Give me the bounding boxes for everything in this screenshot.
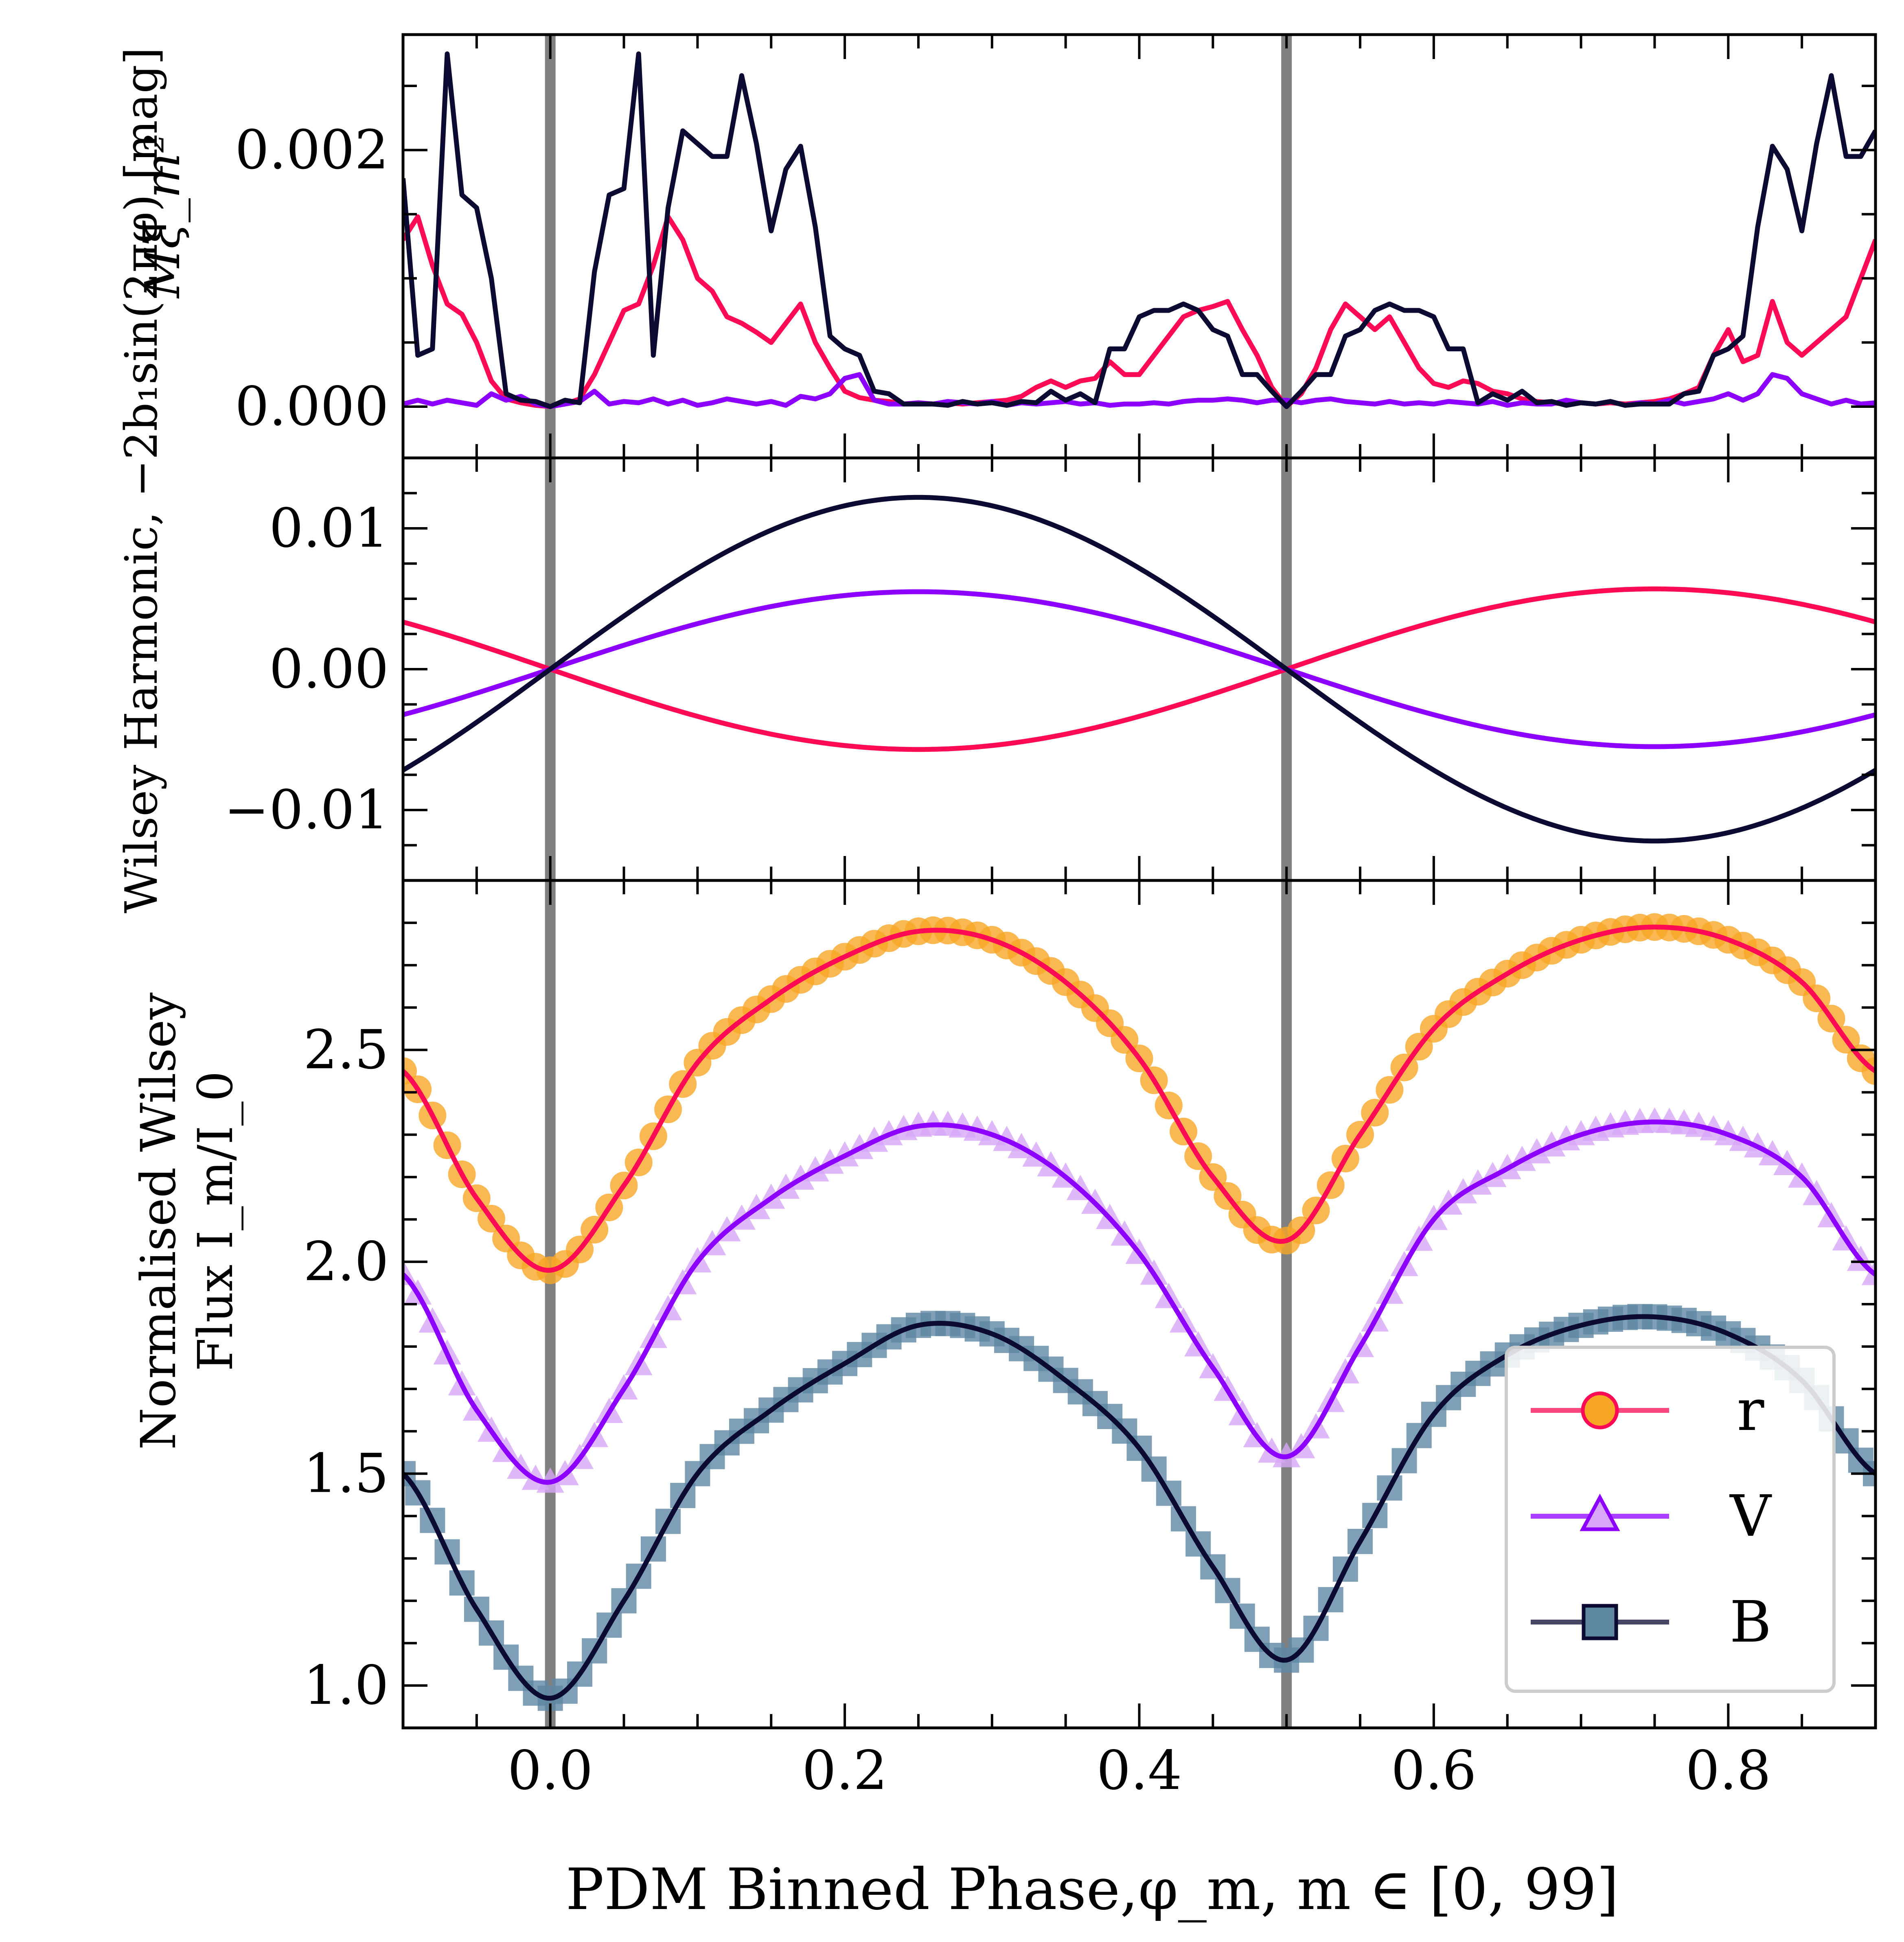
bottom-ytick-label: 1.0: [303, 1654, 389, 1717]
top-ylabel: Mξ_m²: [134, 134, 191, 299]
legend-marker-B: [1582, 1604, 1618, 1640]
middle-plot-area: [403, 495, 1876, 844]
series-line-B: [403, 51, 1876, 409]
bottom-ytick-label: 1.5: [303, 1442, 389, 1505]
legend-label-V: V: [1729, 1483, 1772, 1550]
xtick-label: 0.6: [1391, 1739, 1477, 1802]
panel-top-xi2: 0.000 0.002: [235, 33, 1877, 460]
harmonic-line-B: [403, 495, 1876, 844]
xtick-label: 0.2: [802, 1739, 887, 1802]
fit-line-B: [403, 1314, 1876, 1701]
legend-label-r: r: [1737, 1377, 1764, 1444]
harmonic-line-V: [403, 589, 1876, 749]
middle-ytick-label: 0.00: [269, 638, 389, 701]
fit-line-r: [403, 924, 1876, 1273]
legend-label-B: B: [1730, 1589, 1772, 1655]
middle-ytick-label: −0.01: [224, 779, 389, 841]
top-ytick-label: 0.002: [235, 119, 389, 182]
bottom-ylabel-line2: Flux I_m/I_0: [187, 1071, 243, 1371]
xlabel: PDM Binned Phase,φ_m, m ∈ [0, 99]: [566, 1857, 1619, 1923]
bottom-ylabel-line1: Normalised Wilsey: [130, 992, 186, 1450]
legend: rVB: [1505, 1346, 1836, 1693]
xtick-label: 0.0: [508, 1739, 593, 1802]
top-ytick-label: 0.000: [235, 375, 389, 438]
xtick-label: 0.4: [1097, 1739, 1182, 1802]
panel-middle-harmonic: −0.01 0.00 0.01: [224, 456, 1877, 882]
panel-bottom-flux: 1.0 1.5 2.0 2.5 0.0 0.2 0.4 0.6 0.8: [303, 879, 1877, 1802]
bottom-plot-area: [403, 913, 1876, 1711]
fit-line-V: [403, 1119, 1876, 1485]
middle-ylabel: Wilsey Harmonic, −2b₁sin(2πφ) [mag]: [115, 47, 167, 913]
marker-V: [1862, 1260, 1876, 1285]
harmonic-line-r: [403, 586, 1876, 752]
legend-box: [1505, 1346, 1836, 1693]
legend-marker-V: [1580, 1493, 1620, 1531]
xtick-label: 0.8: [1685, 1739, 1771, 1802]
middle-ytick-label: 0.01: [269, 497, 389, 560]
bottom-ytick-label: 2.5: [303, 1018, 389, 1081]
bottom-ytick-label: 2.0: [303, 1230, 389, 1293]
legend-marker-r: [1581, 1391, 1619, 1430]
top-plot-area: [403, 51, 1876, 409]
